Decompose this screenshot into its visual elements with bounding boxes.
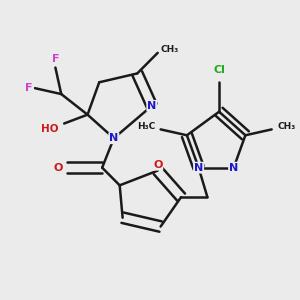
Text: CH₃: CH₃ bbox=[277, 122, 296, 131]
Text: CH₃: CH₃ bbox=[160, 45, 178, 54]
Text: HO: HO bbox=[41, 124, 58, 134]
Text: F: F bbox=[25, 83, 33, 93]
Text: N: N bbox=[147, 101, 157, 111]
Text: H₃C: H₃C bbox=[137, 122, 155, 131]
Text: N: N bbox=[109, 133, 119, 143]
Text: O: O bbox=[54, 163, 63, 173]
Text: N: N bbox=[194, 163, 203, 173]
Text: Cl: Cl bbox=[213, 65, 225, 76]
Text: F: F bbox=[52, 54, 59, 64]
Text: N: N bbox=[229, 163, 238, 173]
Text: O: O bbox=[153, 160, 162, 170]
